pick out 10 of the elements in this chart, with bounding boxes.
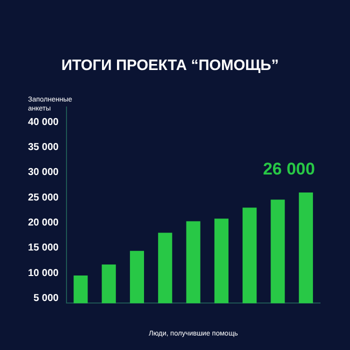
y-tick-label: 40 000 [28,116,60,128]
y-tick-label: 35 000 [28,142,60,153]
y-tick-label: 25 000 [28,192,60,204]
y-tick-label: 15 000 [28,242,60,254]
y-tick-label: 20 000 [28,217,60,228]
y-tick-label: 5 000 [34,292,60,304]
data-label: 26 000 [262,160,315,179]
y-tick-label: 10 000 [28,268,60,279]
chart-title: ИТОГИ ПРОЕКТА “ПОМОЩЬ” [61,57,279,74]
y-tick-label: 30 000 [28,167,60,178]
